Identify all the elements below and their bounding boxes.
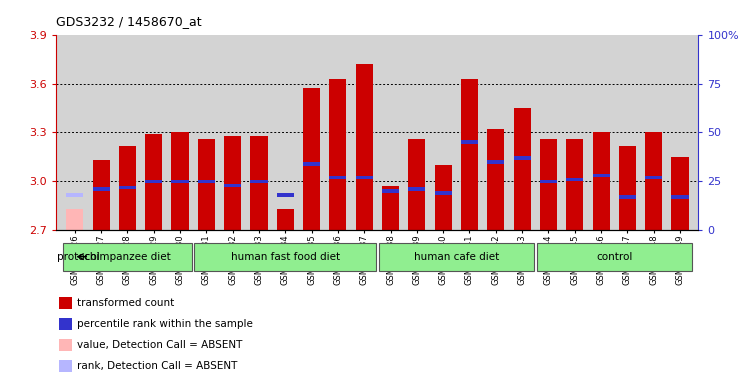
Bar: [303, 88, 320, 230]
Bar: [171, 132, 189, 230]
Bar: [145, 134, 162, 230]
Text: transformed count: transformed count: [77, 298, 174, 308]
Bar: [382, 186, 399, 230]
Bar: [671, 195, 689, 199]
Bar: [330, 79, 346, 230]
Bar: [276, 209, 294, 230]
Bar: [645, 176, 662, 179]
Bar: [593, 174, 610, 177]
Bar: [487, 129, 505, 230]
Text: rank, Detection Call = ABSENT: rank, Detection Call = ABSENT: [77, 361, 238, 371]
Bar: [119, 185, 136, 189]
Bar: [619, 195, 636, 199]
Bar: [566, 178, 584, 181]
Bar: [224, 136, 241, 230]
Bar: [276, 194, 294, 197]
Bar: [514, 108, 531, 230]
Bar: [645, 132, 662, 230]
Bar: [356, 176, 372, 179]
Bar: [250, 180, 267, 183]
Bar: [619, 146, 636, 230]
FancyBboxPatch shape: [536, 243, 692, 271]
Text: control: control: [596, 252, 632, 262]
Bar: [487, 160, 505, 164]
Bar: [92, 187, 110, 191]
Text: human fast food diet: human fast food diet: [231, 252, 340, 262]
Bar: [66, 194, 83, 197]
Bar: [435, 191, 451, 195]
Bar: [92, 160, 110, 230]
Bar: [145, 180, 162, 183]
FancyBboxPatch shape: [379, 243, 534, 271]
Bar: [66, 209, 83, 230]
Bar: [171, 180, 189, 183]
Bar: [435, 165, 451, 230]
Bar: [198, 139, 215, 230]
Bar: [119, 146, 136, 230]
Bar: [540, 180, 557, 183]
FancyBboxPatch shape: [63, 243, 192, 271]
Bar: [540, 139, 557, 230]
FancyBboxPatch shape: [195, 243, 376, 271]
Bar: [461, 79, 478, 230]
Bar: [514, 156, 531, 160]
Text: human cafe diet: human cafe diet: [414, 252, 499, 262]
Bar: [671, 157, 689, 230]
Bar: [593, 132, 610, 230]
Bar: [566, 139, 584, 230]
Bar: [303, 162, 320, 166]
Bar: [461, 141, 478, 144]
Bar: [356, 64, 372, 230]
Bar: [330, 176, 346, 179]
Bar: [382, 189, 399, 193]
Text: percentile rank within the sample: percentile rank within the sample: [77, 319, 253, 329]
Text: GDS3232 / 1458670_at: GDS3232 / 1458670_at: [56, 15, 202, 28]
Bar: [409, 187, 425, 191]
Bar: [250, 136, 267, 230]
Text: value, Detection Call = ABSENT: value, Detection Call = ABSENT: [77, 340, 243, 350]
Bar: [198, 180, 215, 183]
Bar: [224, 184, 241, 187]
Bar: [409, 139, 425, 230]
Text: chimpanzee diet: chimpanzee diet: [84, 252, 170, 262]
Text: protocol: protocol: [57, 252, 100, 262]
